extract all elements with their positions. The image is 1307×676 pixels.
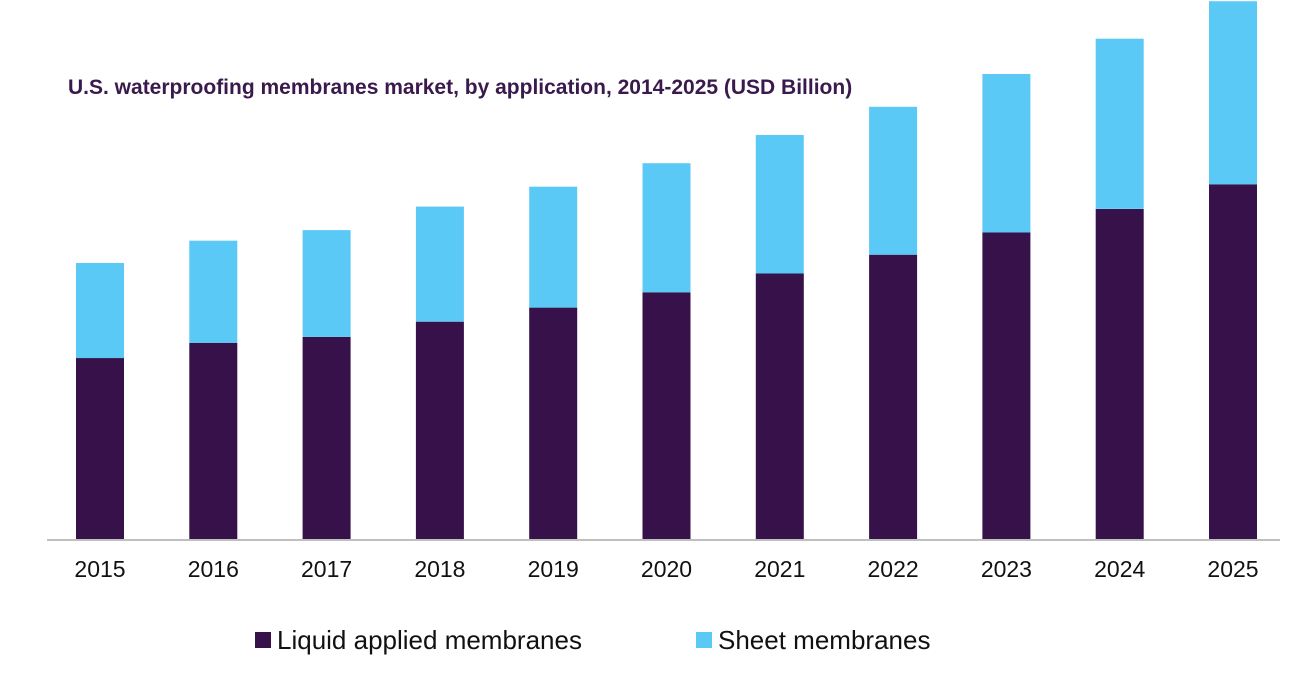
bar-sheet-2018 bbox=[415, 206, 464, 322]
bar-liquid-2025 bbox=[1209, 184, 1257, 541]
x-tick-label-2021: 2021 bbox=[754, 556, 805, 582]
bar-liquid-2016 bbox=[189, 342, 238, 540]
bar-sheet-2019 bbox=[529, 186, 578, 308]
chart-title: U.S. waterproofing membranes market, by … bbox=[68, 76, 853, 99]
bar-liquid-2023 bbox=[982, 232, 1031, 540]
bar-liquid-2019 bbox=[529, 307, 578, 540]
legend-item-liquid-applied-membranes: Liquid applied membranes bbox=[255, 620, 582, 660]
legend-label-liquid: Liquid applied membranes bbox=[277, 624, 582, 655]
bar-sheet-2020 bbox=[642, 163, 691, 293]
legend-item-sheet-membranes: Sheet membranes bbox=[696, 620, 930, 660]
bar-sheet-2025 bbox=[1209, 1, 1257, 185]
bar-liquid-2020 bbox=[642, 292, 691, 540]
x-tick-label-2024: 2024 bbox=[1094, 556, 1145, 582]
bar-sheet-2023 bbox=[982, 74, 1031, 233]
x-tick-label-2016: 2016 bbox=[188, 556, 239, 582]
bar-sheet-2015 bbox=[76, 263, 124, 359]
bar-sheet-2021 bbox=[755, 135, 804, 274]
bar-sheet-2017 bbox=[302, 230, 351, 337]
x-tick-labels: 2015 2016 2017 2018 2019 2020 2021 2022 2023 2024… bbox=[74, 556, 1258, 582]
bar-liquid-2022 bbox=[869, 254, 918, 540]
bars-layer bbox=[76, 1, 1257, 541]
x-tick-label-2018: 2018 bbox=[414, 556, 465, 582]
bar-liquid-2024 bbox=[1095, 209, 1144, 540]
x-tick-label-2017: 2017 bbox=[301, 556, 352, 582]
x-tick-label-2023: 2023 bbox=[981, 556, 1032, 582]
x-tick-label-2015: 2015 bbox=[74, 556, 125, 582]
bar-liquid-2021 bbox=[755, 273, 804, 540]
legend-label-sheet: Sheet membranes bbox=[718, 624, 931, 655]
legend-swatch-liquid bbox=[255, 632, 271, 648]
x-tick-label-2020: 2020 bbox=[641, 556, 692, 582]
bar-sheet-2016 bbox=[189, 240, 238, 343]
x-tick-label-2025: 2025 bbox=[1207, 556, 1258, 582]
x-tick-label-2019: 2019 bbox=[528, 556, 579, 582]
legend: Liquid applied membranes Sheet membranes bbox=[0, 620, 1307, 660]
x-tick-label-2022: 2022 bbox=[868, 556, 919, 582]
bar-liquid-2017 bbox=[302, 336, 351, 540]
bar-sheet-2024 bbox=[1095, 38, 1144, 209]
bar-liquid-2018 bbox=[415, 321, 464, 540]
bar-sheet-2022 bbox=[869, 106, 918, 255]
legend-swatch-sheet bbox=[696, 632, 712, 648]
bar-liquid-2015 bbox=[76, 358, 124, 540]
